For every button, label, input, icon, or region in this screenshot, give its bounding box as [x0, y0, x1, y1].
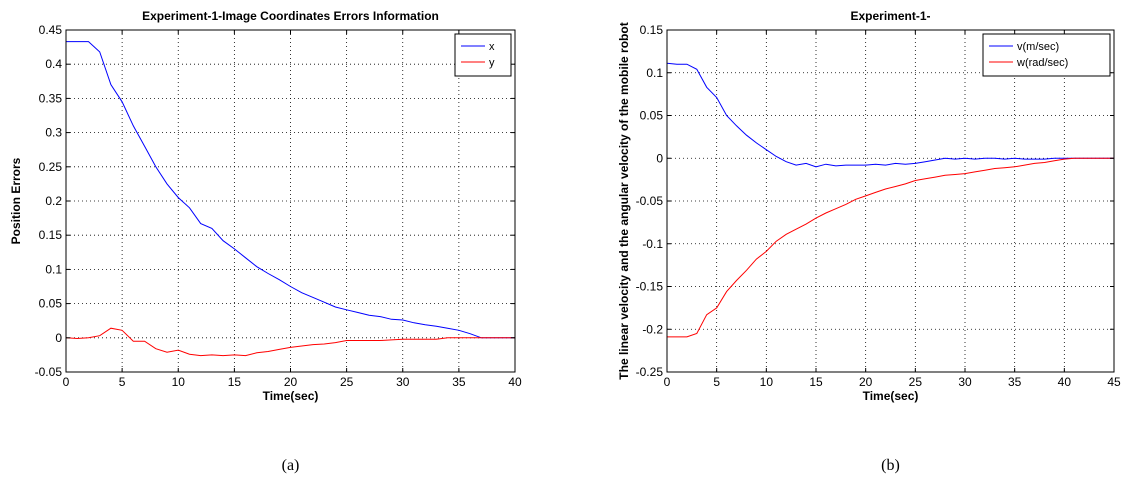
x-tick-label: 45 [1107, 375, 1121, 389]
y-tick-label: 0.1 [646, 66, 663, 80]
y-tick-label: 0.1 [45, 262, 62, 276]
legend: xy [454, 33, 512, 77]
series-line-w-rad-sec [667, 157, 1114, 338]
x-tick-label: 25 [340, 375, 354, 389]
legend: v(m/sec) w(rad/sec) [982, 33, 1111, 77]
figure-caption: (a) [282, 457, 300, 474]
y-tick-label: 0.3 [45, 126, 62, 140]
x-tick-label: 20 [859, 375, 873, 389]
y-tick-label: 0.15 [640, 23, 664, 37]
series-line-y [65, 327, 515, 357]
y-tick-label: 0 [55, 331, 62, 345]
y-tick-label: 0.15 [39, 228, 63, 242]
chart-a: 0 5 10 15 20 25 30 35 40-0.0500.050.10.150.20.25… [9, 9, 522, 474]
y-tick-label: 0.4 [45, 57, 62, 71]
y-tick-label: 0.25 [39, 160, 63, 174]
x-axis-label: Time(sec) [263, 389, 319, 403]
plot-area [667, 30, 1114, 372]
y-tick-label: -0.15 [636, 280, 664, 294]
y-axis-label: Position Errors [9, 157, 23, 244]
legend-entry: x [489, 41, 495, 53]
y-tick-label: -0.05 [35, 365, 63, 379]
x-tick-label: 15 [809, 375, 823, 389]
legend-entry: y [489, 57, 495, 69]
y-tick-label: -0.1 [642, 237, 663, 251]
legend-box [982, 33, 1111, 77]
x-tick-label: 0 [664, 375, 671, 389]
x-tick-label: 10 [172, 375, 186, 389]
y-axis-label: The linear velocity and the angular velo… [617, 22, 631, 379]
y-tick-label: 0.05 [640, 109, 664, 123]
x-tick-label: 10 [760, 375, 774, 389]
x-tick-label: 20 [284, 375, 298, 389]
figure-caption: (b) [881, 457, 900, 474]
x-tick-label: 15 [228, 375, 242, 389]
x-tick-label: 30 [958, 375, 972, 389]
y-tick-label: -0.05 [636, 194, 664, 208]
legend-entry: v(m/sec) [1017, 41, 1059, 53]
y-tick-label: 0 [656, 151, 663, 165]
x-tick-label: 40 [508, 375, 522, 389]
series-line-v-m-sec [666, 62, 1114, 168]
chart-title: Experiment-1- [850, 9, 930, 23]
y-tick-label: 0.45 [39, 23, 63, 37]
x-tick-label: 30 [396, 375, 410, 389]
x-tick-label: 25 [909, 375, 923, 389]
legend-entry: w(rad/sec) [1016, 57, 1068, 69]
x-tick-label: 5 [713, 375, 720, 389]
chart-b: 0 5 10 15 20 25 30 35 40 45 -0.25 -0.2 -0.15 -0.1 -0.0… [617, 9, 1121, 474]
y-tick-label: 0.2 [45, 194, 62, 208]
x-tick-label: 5 [119, 375, 126, 389]
x-axis-label: Time(sec) [863, 389, 919, 403]
x-tick-label: 0 [63, 375, 70, 389]
y-tick-label: -0.2 [642, 322, 663, 336]
legend-box [454, 33, 512, 77]
chart-title: Experiment-1-Image Coordinates Errors In… [142, 9, 439, 23]
x-tick-label: 40 [1058, 375, 1072, 389]
x-tick-label: 35 [1008, 375, 1022, 389]
series-line-x [66, 41, 515, 339]
y-tick-label: 0.05 [39, 297, 63, 311]
y-tick-label: -0.25 [636, 365, 664, 379]
y-tick-label: 0.35 [39, 91, 63, 105]
x-tick-label: 35 [452, 375, 466, 389]
